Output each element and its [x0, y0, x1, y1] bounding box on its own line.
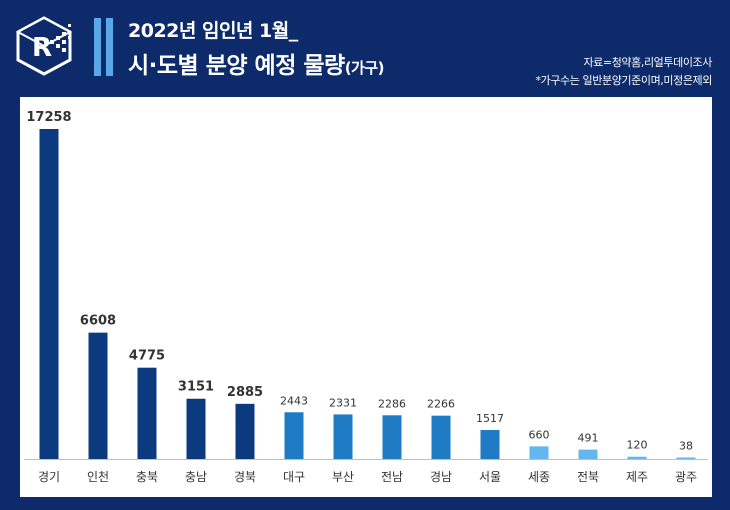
x-tick-label: 세종 — [528, 470, 550, 484]
x-tick-label: 대구 — [283, 470, 305, 484]
data-label: 2286 — [378, 397, 406, 410]
x-tick-label: 경기 — [38, 470, 60, 484]
bar — [578, 449, 598, 459]
x-tick-label: 인천 — [87, 469, 109, 484]
title-unit: (가구) — [344, 59, 385, 77]
data-label: 2266 — [427, 398, 455, 411]
bar — [284, 412, 304, 459]
data-label: 2331 — [329, 396, 357, 409]
data-label: 120 — [627, 439, 648, 452]
bar-chart: 17258 경기 6608 인천 4775 충북 3151 충남 2885 경북 2443 대구 233… — [24, 110, 708, 484]
data-label: 3151 — [178, 380, 214, 395]
bar — [333, 414, 353, 459]
bar — [627, 456, 647, 459]
data-label: 2443 — [280, 394, 308, 407]
bar — [137, 367, 157, 459]
source-note: 자료=청약홈,리얼투데이조사 — [583, 56, 712, 69]
bar — [88, 332, 108, 459]
bar — [382, 415, 402, 459]
data-label: 1517 — [476, 412, 504, 425]
data-label: 491 — [578, 432, 599, 445]
data-label: 2885 — [227, 385, 263, 400]
x-tick-label: 경남 — [430, 470, 452, 484]
x-tick-label: 광주 — [675, 470, 697, 484]
x-tick-label: 서울 — [479, 470, 501, 484]
x-tick-label: 전남 — [381, 470, 403, 484]
title-line-2: 시·도별 분양 예정 물량 — [128, 53, 345, 79]
bar — [480, 429, 500, 459]
data-label: 6608 — [80, 314, 116, 329]
svg-text:R: R — [32, 33, 52, 63]
bar — [676, 457, 696, 459]
logo-icon: R — [15, 16, 73, 76]
footnote: *가구수는 일반분양기준이며,미정은제외 — [535, 74, 712, 87]
title-line-1: 2022년 임인년 1월_ — [128, 20, 298, 42]
x-tick-label: 제주 — [626, 470, 648, 484]
chart-panel: 17258 경기 6608 인천 4775 충북 3151 충남 2885 경북 2443 대구 233… — [20, 97, 712, 497]
data-label: 660 — [529, 428, 550, 441]
x-tick-label: 충남 — [185, 470, 207, 484]
bar — [186, 398, 206, 459]
x-tick-label: 충북 — [136, 470, 158, 484]
header: R 2022년 임인년 1월_ 시·도별 분양 예정 물량(가구) 자료=청약홈… — [0, 0, 730, 92]
bar — [431, 415, 451, 459]
page-title: 시·도별 분양 예정 물량(가구) — [128, 46, 385, 80]
bar — [529, 446, 549, 459]
bar — [235, 403, 255, 459]
data-label: 38 — [679, 440, 693, 453]
data-label: 4775 — [129, 349, 165, 364]
bar — [39, 129, 59, 459]
data-label: 17258 — [26, 110, 71, 125]
x-tick-label: 전북 — [577, 470, 599, 484]
x-tick-label: 부산 — [332, 470, 354, 484]
x-tick-label: 경북 — [234, 470, 256, 484]
